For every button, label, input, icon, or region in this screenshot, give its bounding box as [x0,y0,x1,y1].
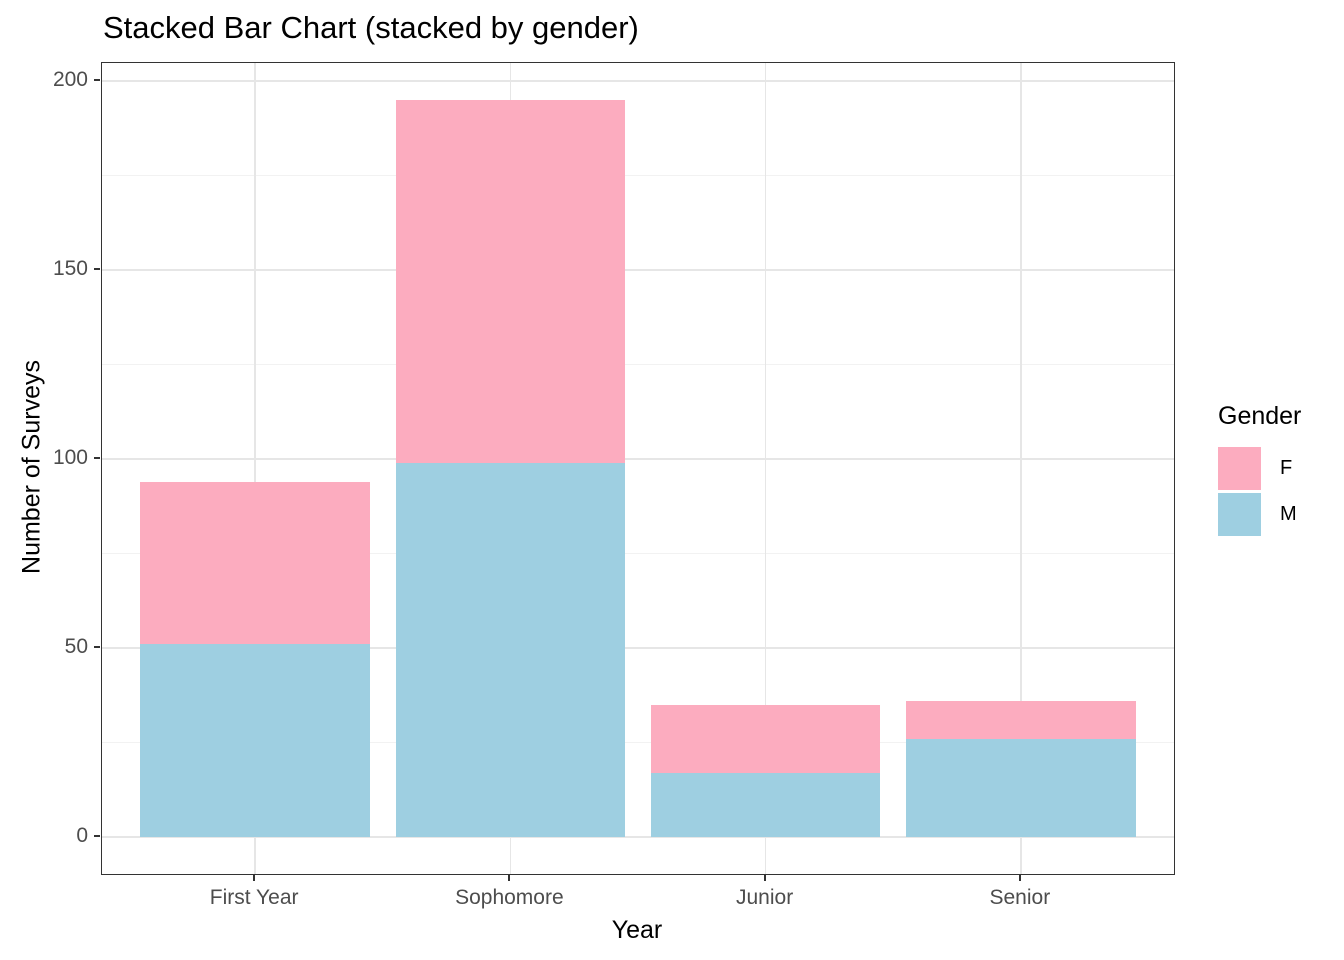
y-tick-mark [94,457,100,460]
legend-title: Gender [1218,402,1302,430]
x-tick-label: Sophomore [455,886,564,909]
legend-key-m: M [1218,493,1301,536]
gridline-major-vertical [1020,63,1022,874]
y-tick-label: 0 [76,824,88,848]
gridline-major [102,80,1174,82]
bar-segment-f [395,99,626,463]
x-tick-mark [1018,875,1021,881]
bar-segment-m [906,738,1136,838]
bar-segment-f [650,704,881,773]
x-tick-mark [508,875,511,881]
gridline-major [102,836,1174,838]
x-tick-label: Senior [989,886,1051,909]
y-tick-label: 50 [64,635,88,659]
legend-label: F [1280,457,1293,479]
y-tick-mark [94,268,100,270]
gridline-major [102,647,1174,649]
bar-segment-m [140,644,370,838]
chart-title: Stacked Bar Chart (stacked by gender) [103,10,639,45]
y-tick-mark [94,835,100,838]
x-tick-label: Junior [736,886,794,909]
bar-segment-m [650,772,881,838]
y-tick-label: 100 [52,446,88,470]
legend-swatch-f [1218,447,1261,490]
gridline-major [102,458,1174,460]
gridline-major-vertical [254,63,256,874]
y-tick-label: 150 [52,257,88,280]
bar-segment-m [395,462,626,838]
legend-swatch-m [1218,493,1261,536]
gridline-minor [102,364,1174,366]
x-tick-label: First Year [209,886,299,909]
y-tick-mark [94,78,100,81]
bar-segment-f [906,701,1136,739]
bar-segment-f [140,481,370,645]
plot-panel [101,62,1175,875]
legend: Gender F M [1218,402,1301,539]
gridline-minor [102,742,1174,744]
y-tick-mark [94,646,100,649]
y-tick-label: 200 [52,67,88,91]
x-tick-mark [253,875,256,881]
x-tick-mark [763,875,766,881]
gridline-minor [102,174,1174,176]
gridline-minor [102,553,1174,555]
gridline-major-vertical [764,63,767,874]
legend-label: M [1280,503,1297,525]
x-axis-title: Year [611,916,663,944]
gridline-major [102,269,1174,271]
legend-key-f: F [1218,447,1301,490]
